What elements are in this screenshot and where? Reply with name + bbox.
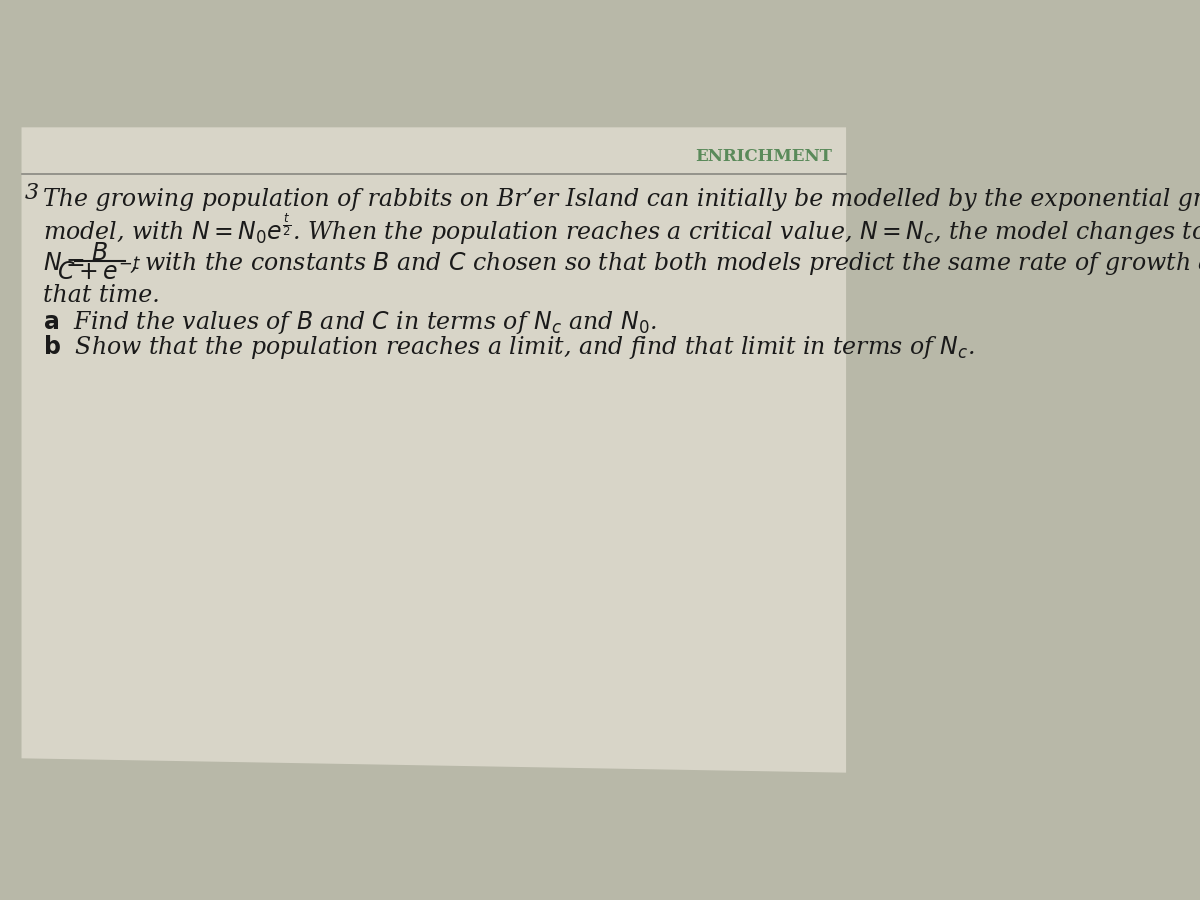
Text: 3: 3: [25, 183, 40, 204]
Text: $B$: $B$: [90, 242, 107, 265]
Text: $C + e^{-t}$: $C + e^{-t}$: [56, 258, 140, 284]
Text: that time.: that time.: [43, 284, 160, 307]
Text: ENRICHMENT: ENRICHMENT: [695, 148, 832, 165]
Text: model, with $N = N_0e^{\frac{t}{2}}$. When the population reaches a critical val: model, with $N = N_0e^{\frac{t}{2}}$. Wh…: [43, 212, 1200, 247]
Text: $\mathbf{a}$  Find the values of $B$ and $C$ in terms of $N_c$ and $N_0$.: $\mathbf{a}$ Find the values of $B$ and …: [43, 309, 656, 336]
Text: , with the constants $B$ and $C$ chosen so that both models predict the same rat: , with the constants $B$ and $C$ chosen …: [130, 250, 1200, 277]
Text: $\mathbf{b}$  Show that the population reaches a limit, and find that limit in t: $\mathbf{b}$ Show that the population re…: [43, 334, 974, 362]
Polygon shape: [22, 127, 846, 773]
Text: $N = $: $N = $: [43, 252, 84, 275]
Text: The growing population of rabbits on Br’er Island can initially be modelled by t: The growing population of rabbits on Br’…: [43, 187, 1200, 211]
